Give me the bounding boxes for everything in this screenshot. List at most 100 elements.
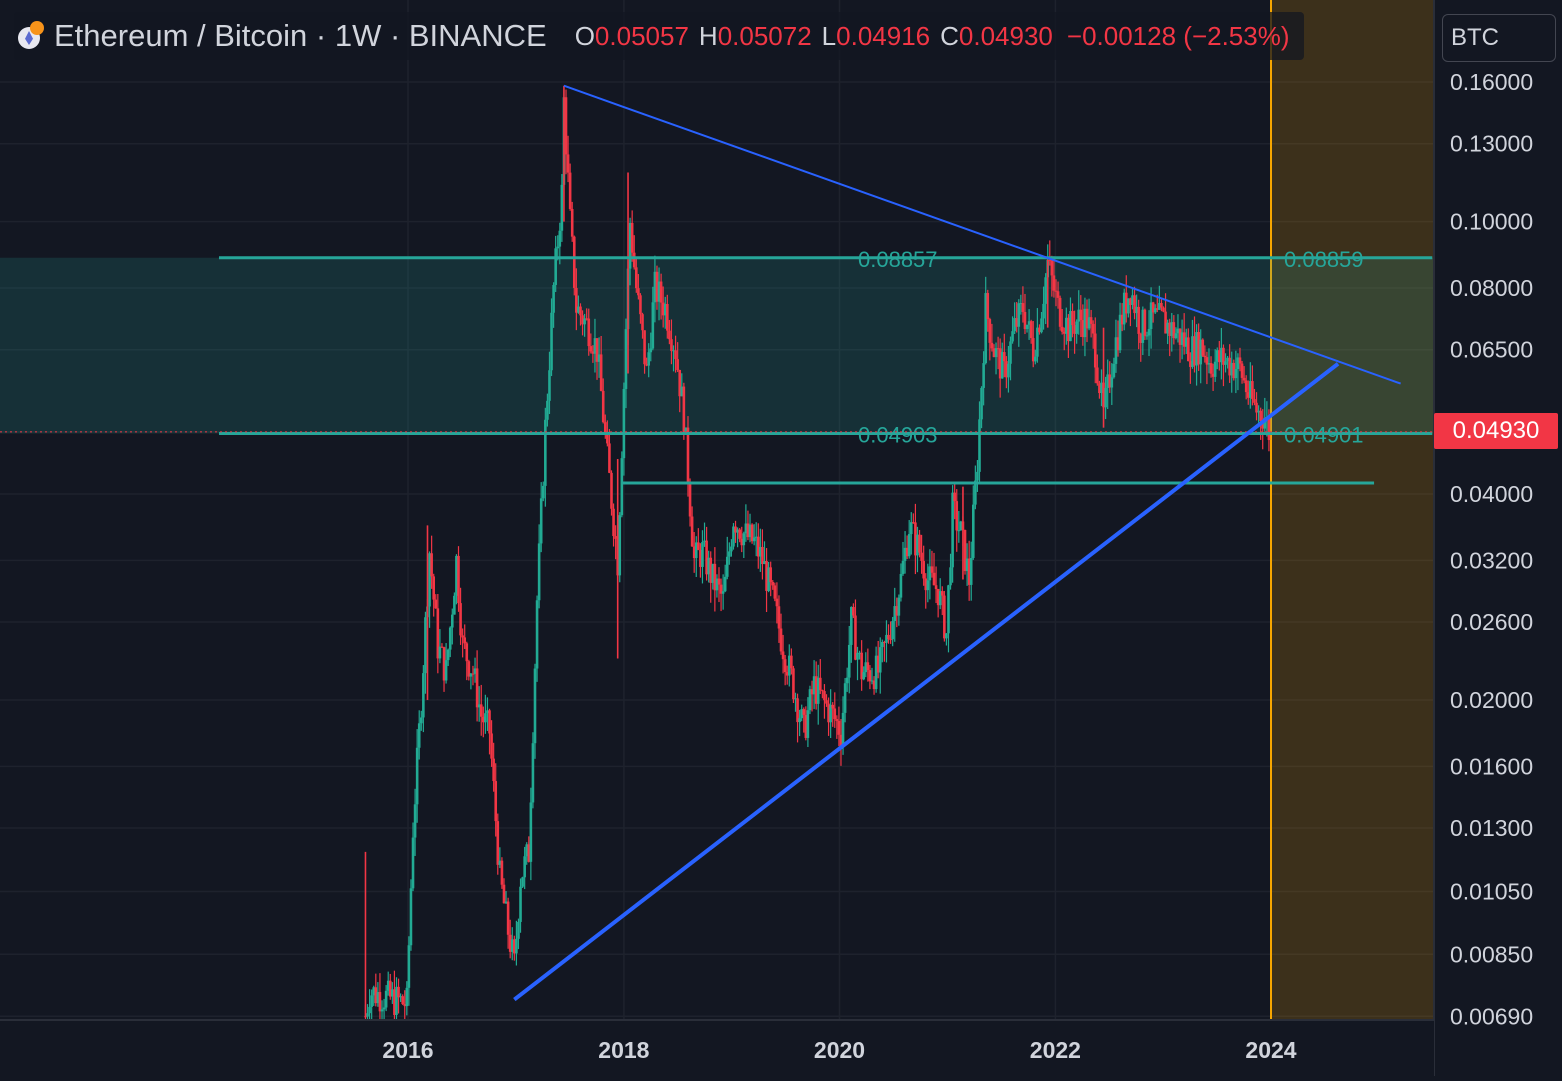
candle-body: [854, 615, 857, 660]
candle-body: [370, 995, 373, 1007]
candle-body: [599, 354, 603, 391]
candle-body: [887, 634, 890, 640]
time-axis[interactable]: [0, 1020, 1434, 1076]
candle-body: [694, 542, 698, 559]
candle-body: [1120, 314, 1124, 325]
candle-body: [436, 608, 440, 659]
candle-body: [597, 354, 601, 362]
candle-body: [870, 680, 874, 682]
candle-body: [444, 660, 448, 681]
x-tick-label: 2020: [814, 1037, 865, 1063]
candle-body: [1000, 352, 1004, 379]
candle-body: [781, 651, 785, 660]
candle-body: [1019, 303, 1023, 305]
candle-body: [544, 419, 547, 486]
candle-body: [521, 877, 524, 887]
candle-body: [1213, 361, 1217, 377]
candle-body: [560, 184, 564, 231]
candle-body: [909, 522, 913, 535]
candle-body: [821, 690, 824, 692]
candle-body: [506, 901, 510, 935]
eth-btc-icon[interactable]: [14, 21, 44, 51]
candle-body: [868, 670, 872, 682]
candle-body: [463, 637, 467, 644]
candle-body: [703, 540, 706, 543]
candle-body: [1232, 362, 1236, 379]
candle-body: [889, 639, 892, 641]
candle-body: [1145, 335, 1149, 337]
y-tick-label: 0.00690: [1450, 1003, 1533, 1029]
candle-body: [814, 676, 818, 704]
price-axis[interactable]: [1434, 0, 1562, 1076]
candle-body: [417, 723, 421, 748]
candle-body: [920, 552, 923, 561]
candle-body: [1114, 337, 1118, 364]
candle-body: [996, 348, 1000, 350]
candle-body: [539, 498, 543, 544]
y-tick-label: 0.04000: [1450, 481, 1533, 507]
candle-body: [728, 551, 731, 557]
candle-body: [754, 536, 758, 538]
candle-body: [1182, 332, 1186, 347]
candle-body: [469, 673, 473, 677]
trendline[interactable]: [563, 84, 1401, 385]
candle-body: [936, 588, 940, 606]
candle-body: [730, 546, 733, 552]
candle-body: [572, 236, 576, 288]
candle-body: [391, 989, 394, 997]
trendline[interactable]: [513, 362, 1340, 1002]
candle-body: [568, 172, 572, 209]
candle-body: [1236, 357, 1240, 370]
candle-body: [1220, 347, 1223, 363]
candle-body: [564, 97, 568, 155]
candle-body: [1069, 310, 1072, 342]
candle-body: [399, 996, 402, 998]
low-value: 0.04916: [836, 20, 931, 51]
candle-body: [591, 351, 595, 354]
symbol-title[interactable]: Ethereum / Bitcoin · 1W · BINANCE: [54, 18, 547, 53]
candle-body: [1259, 410, 1262, 422]
candle-body: [843, 683, 847, 713]
candle-body: [1034, 356, 1037, 362]
candle-body: [951, 492, 954, 568]
candle-body: [1029, 321, 1033, 339]
candle-body: [494, 781, 498, 822]
candle-body: [835, 719, 839, 721]
candle-body: [504, 901, 508, 904]
candle-body: [918, 534, 921, 553]
candle-body: [510, 939, 514, 952]
candle-body: [750, 524, 754, 542]
candle-body: [666, 303, 669, 331]
candle-body: [386, 980, 390, 991]
candle-body: [419, 717, 423, 724]
candle-body: [943, 595, 946, 639]
y-tick-label: 0.16000: [1450, 69, 1533, 95]
candle-body: [794, 698, 797, 700]
candle-body: [705, 540, 708, 575]
candle-body: [982, 363, 985, 388]
candle-body: [1189, 361, 1192, 367]
candle-body: [374, 987, 378, 1004]
candle-body: [827, 703, 830, 723]
candle-body: [581, 315, 584, 325]
candle-body: [1176, 328, 1180, 334]
candle-body: [930, 566, 934, 573]
candle-body: [1058, 297, 1062, 327]
candle-body: [1116, 337, 1120, 351]
candle-body: [1129, 298, 1132, 305]
candle-body: [1083, 308, 1087, 338]
candle-body: [988, 319, 992, 343]
y-tick-label: 0.00850: [1450, 941, 1533, 967]
forecast-band: [1271, 0, 1434, 1020]
x-tick-label: 2024: [1245, 1037, 1296, 1063]
candle-body: [1193, 336, 1196, 366]
currency-selector[interactable]: BTC: [1442, 14, 1556, 62]
candle-body: [556, 246, 560, 249]
candle-body: [686, 427, 690, 484]
candle-body: [1036, 327, 1039, 357]
candle-body: [804, 714, 808, 738]
candle-body: [924, 578, 928, 591]
candle-body: [738, 529, 741, 539]
candle-body: [998, 348, 1002, 379]
